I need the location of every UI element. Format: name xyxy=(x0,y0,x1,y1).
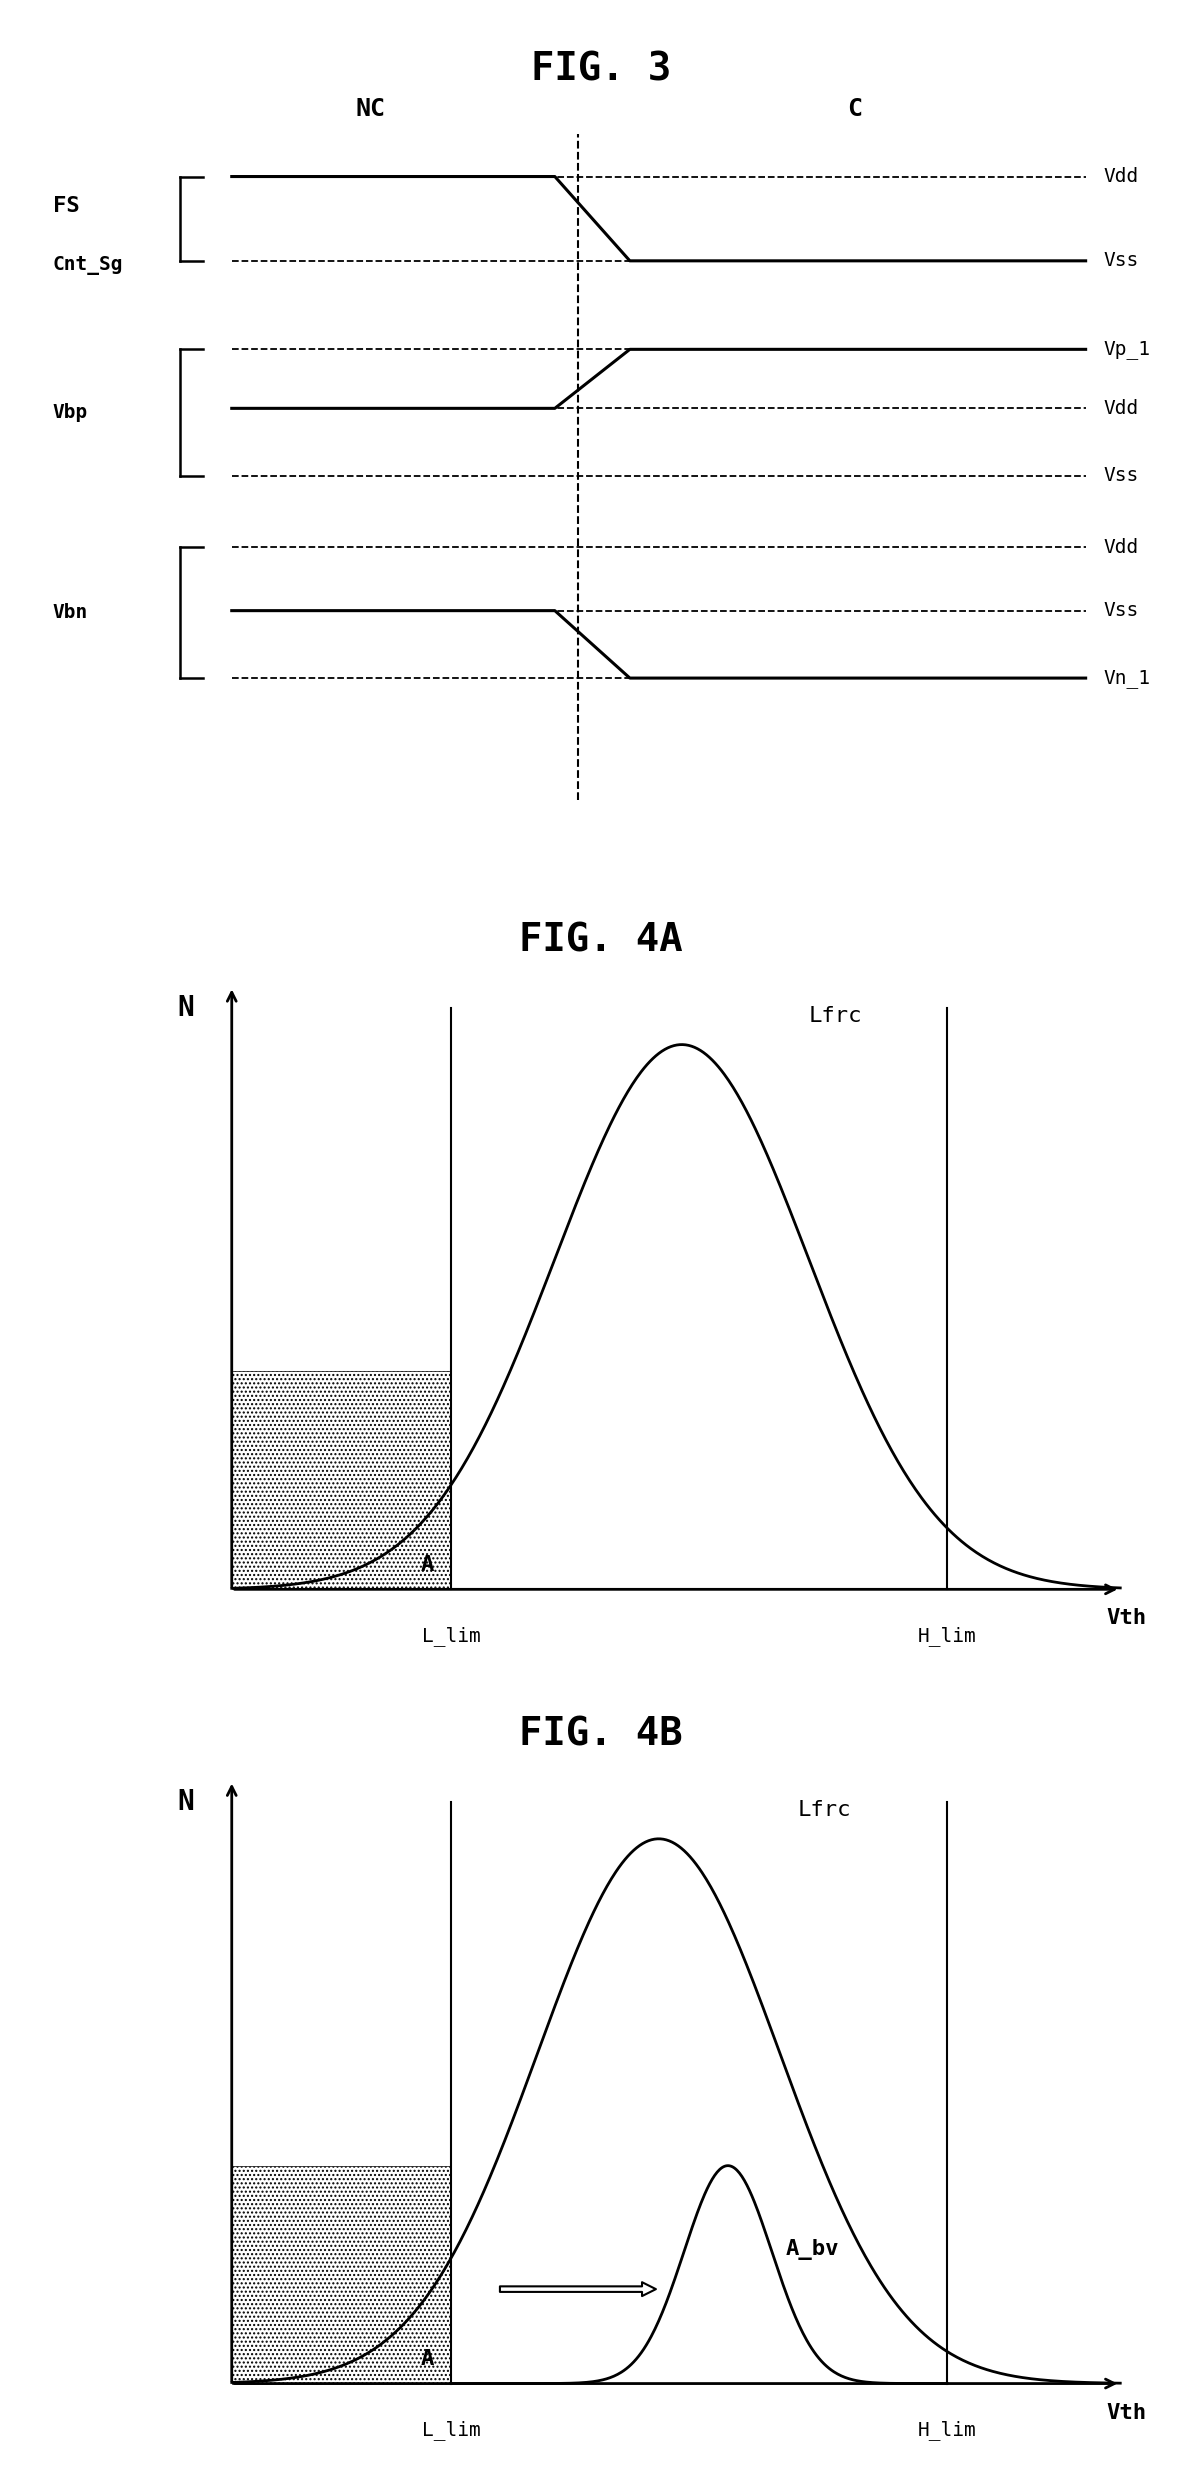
Polygon shape xyxy=(232,2166,451,2384)
Text: Lfrc: Lfrc xyxy=(797,1799,851,1819)
Text: Vss: Vss xyxy=(1103,600,1138,620)
Text: N: N xyxy=(177,1789,194,1816)
Text: L_lim: L_lim xyxy=(422,1625,481,1645)
Text: A_bv: A_bv xyxy=(786,2238,839,2260)
Text: Vp_1: Vp_1 xyxy=(1103,340,1150,360)
Text: NC: NC xyxy=(356,97,385,122)
Text: Lfrc: Lfrc xyxy=(809,1005,862,1025)
Text: L_lim: L_lim xyxy=(422,2419,481,2439)
Text: Vn_1: Vn_1 xyxy=(1103,667,1150,687)
Text: A: A xyxy=(421,1556,434,1575)
Text: FIG. 4B: FIG. 4B xyxy=(519,1714,683,1754)
Text: C: C xyxy=(847,97,862,122)
Text: Vth: Vth xyxy=(1106,2402,1146,2421)
Text: Cnt_Sg: Cnt_Sg xyxy=(53,256,124,275)
Text: Vth: Vth xyxy=(1106,1608,1146,1628)
Text: Vdd: Vdd xyxy=(1103,538,1138,556)
Text: FIG. 3: FIG. 3 xyxy=(531,50,671,89)
Text: Vbn: Vbn xyxy=(53,603,88,623)
Text: Vdd: Vdd xyxy=(1103,399,1138,417)
Text: H_lim: H_lim xyxy=(918,2419,976,2439)
Text: Vbp: Vbp xyxy=(53,402,88,422)
Text: Vss: Vss xyxy=(1103,251,1138,270)
Text: A: A xyxy=(421,2350,434,2369)
Polygon shape xyxy=(232,1372,451,1590)
Text: Vdd: Vdd xyxy=(1103,166,1138,186)
Text: Vss: Vss xyxy=(1103,466,1138,486)
Text: H_lim: H_lim xyxy=(918,1625,976,1645)
Text: N: N xyxy=(177,995,194,1022)
Text: FIG. 4A: FIG. 4A xyxy=(519,920,683,960)
Text: FS: FS xyxy=(53,196,79,216)
